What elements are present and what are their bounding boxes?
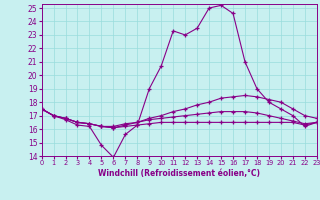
X-axis label: Windchill (Refroidissement éolien,°C): Windchill (Refroidissement éolien,°C) bbox=[98, 169, 260, 178]
